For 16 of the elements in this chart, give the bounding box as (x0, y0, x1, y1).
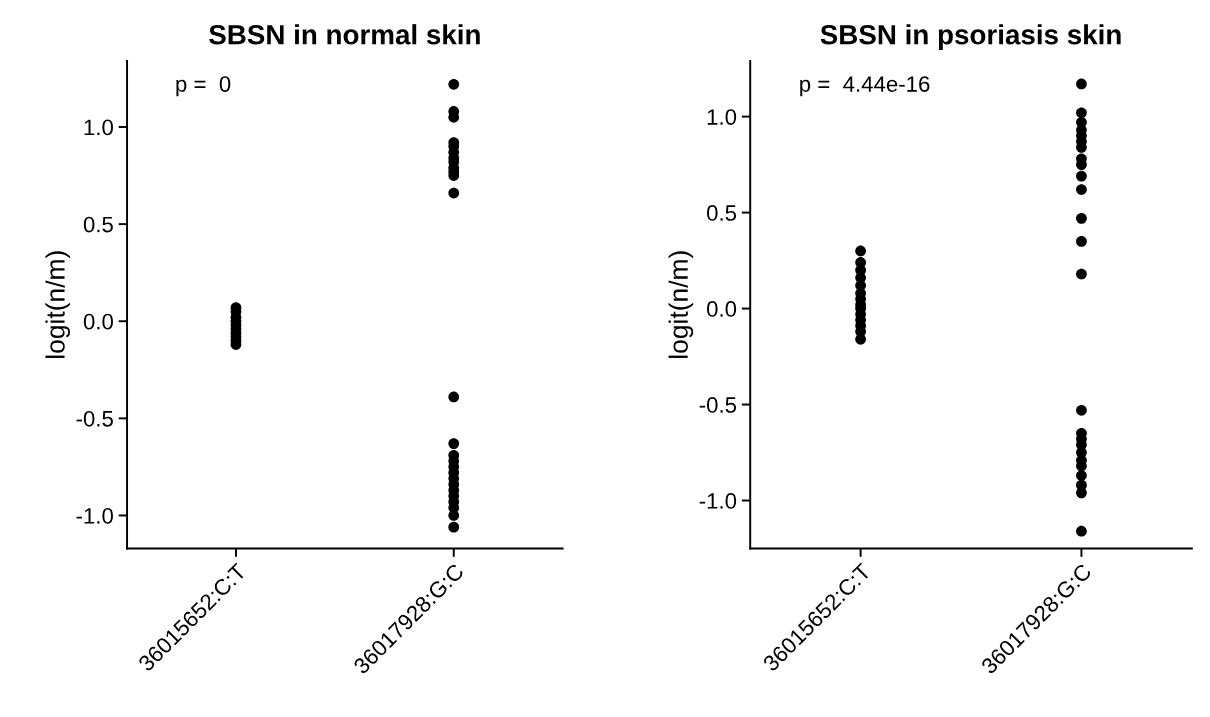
y-tick-label: -1.0 (699, 493, 737, 509)
y-tick-label: 0.5 (83, 216, 113, 233)
chart-title: SBSN in psoriasis skin (820, 24, 1121, 51)
chart-title: SBSN in normal skin (209, 24, 480, 45)
y-tick-label: -0.5 (76, 410, 113, 427)
annotation: p = 0 (176, 76, 231, 97)
annotation: p = 4.44e-16 (800, 76, 930, 97)
y-tick-label: 0.5 (706, 205, 737, 221)
y-tick-label: 0.0 (83, 313, 113, 330)
y-tick-label: -0.5 (699, 397, 737, 413)
y-tick-label: 1.0 (707, 109, 737, 125)
y-tick-label: -1.0 (76, 508, 113, 524)
y-axis-title: logit(n/m) (45, 251, 71, 358)
y-tick-label: 1.0 (84, 119, 113, 136)
y-tick-label: 0.0 (706, 301, 737, 317)
y-axis-title: logit(n/m) (668, 251, 694, 358)
